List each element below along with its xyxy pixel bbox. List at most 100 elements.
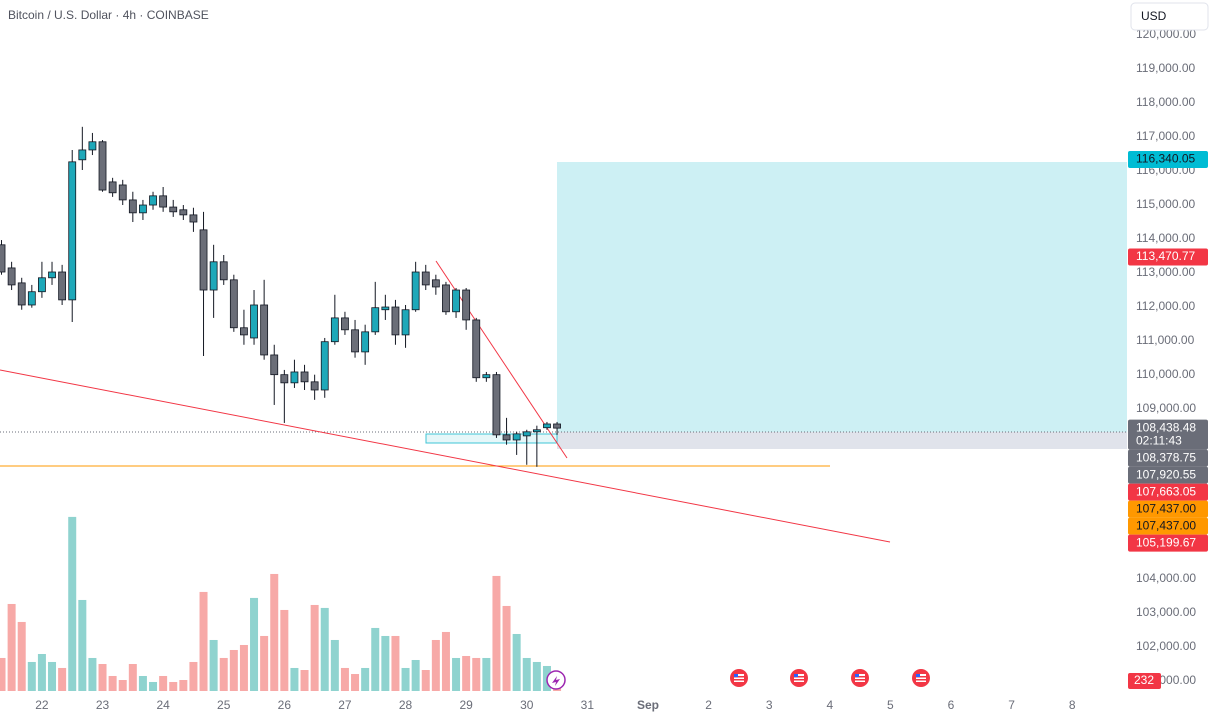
price-label-box (1128, 466, 1208, 484)
x-tick-label: 8 (1069, 698, 1076, 712)
price-label-box (1128, 419, 1208, 450)
candle-body (149, 195, 157, 206)
candle-body (78, 149, 87, 161)
event-icon[interactable] (851, 669, 869, 687)
volume-bar (239, 644, 248, 691)
candle-body (452, 289, 460, 313)
volume-label: 232 (1134, 673, 1154, 687)
volume-bar (320, 607, 329, 691)
price-label: 116,340.05 (1136, 152, 1195, 166)
volume-bar (17, 621, 26, 691)
candle-body (351, 329, 359, 353)
candle-body (532, 429, 541, 433)
candle-body (270, 354, 279, 376)
candle-body (139, 204, 147, 214)
event-icon[interactable] (546, 670, 566, 690)
volume-bar (452, 657, 461, 691)
candle-body (260, 304, 269, 356)
volume-bar (250, 597, 259, 691)
volume-bar (149, 681, 158, 691)
volume-bar (492, 575, 501, 691)
candle-body (381, 306, 390, 311)
candle-body (128, 199, 137, 214)
volume-bar (98, 664, 107, 691)
volume-bar (27, 661, 36, 691)
event-icon[interactable] (912, 669, 930, 687)
x-tick-label: 25 (217, 698, 231, 712)
volume-bar (229, 649, 238, 691)
volume-bar (441, 631, 450, 691)
volume-bar (58, 667, 67, 691)
volume-bar (159, 675, 168, 691)
candle-body (411, 271, 420, 311)
volume-label-box (1128, 672, 1161, 689)
price-label-box (1128, 449, 1208, 467)
candle-body (391, 306, 400, 336)
y-tick-label: 117,000.00 (1136, 129, 1195, 143)
candle-body (108, 181, 117, 194)
candle-body (7, 267, 16, 286)
candle-body (169, 206, 178, 213)
candle-body (361, 331, 370, 353)
y-tick-label: 120,000.00 (1136, 27, 1196, 41)
candle-body (512, 433, 521, 441)
price-label: 113,470.77 (1136, 249, 1195, 263)
volume-bar (330, 639, 339, 691)
candle-body (421, 271, 430, 286)
event-icon[interactable] (790, 669, 808, 687)
candle-body (0, 244, 6, 273)
x-tick-label: 6 (948, 698, 955, 712)
volume-bar (219, 657, 228, 691)
volume-bar (300, 669, 309, 691)
volume-bar (0, 657, 6, 691)
price-label: 105,199.67 (1136, 535, 1196, 549)
volume-bar (462, 655, 471, 691)
x-tick-label: 5 (887, 698, 894, 712)
candle-body (159, 195, 168, 208)
candle-body (250, 304, 258, 339)
y-tick-label: 112,000.00 (1136, 299, 1195, 313)
event-icon[interactable] (730, 669, 748, 687)
volume-bar (421, 669, 430, 691)
y-tick-label: 113,000.00 (1136, 265, 1195, 279)
candle-body (209, 261, 218, 291)
marks (0, 126, 562, 691)
x-tick-label: 26 (278, 698, 292, 712)
candle-body (482, 374, 491, 379)
y-tick-label: 103,000.00 (1136, 605, 1196, 619)
candle-body (27, 291, 36, 306)
price-label: 107,437.00 (1136, 501, 1196, 515)
currency-button[interactable]: USD (1130, 2, 1209, 31)
x-tick-label: 27 (338, 698, 352, 712)
y-tick-label: 111,000.00 (1136, 333, 1195, 347)
candle-body (371, 307, 380, 333)
volume-bar (310, 604, 319, 691)
trend-line (0, 369, 891, 543)
candle-body (543, 423, 551, 429)
countdown-label: 02:11:43 (1136, 433, 1182, 447)
volume-bar (179, 680, 188, 691)
volume-bar (482, 657, 491, 691)
volume-bar (88, 657, 97, 691)
volume-bar (522, 657, 531, 691)
volume-bar (108, 675, 117, 691)
candle-body (118, 184, 127, 201)
volume-bar (532, 661, 541, 691)
candle-body (300, 371, 309, 383)
candle-body (320, 341, 329, 391)
y-tick-label: 109,000.00 (1136, 401, 1196, 415)
x-tick-label: 22 (35, 698, 49, 712)
x-tick-label: 4 (826, 698, 833, 712)
x-tick-label: 2 (705, 698, 712, 712)
candle-body (179, 209, 188, 216)
currency-label[interactable]: USD (1141, 9, 1167, 23)
candle-body (310, 381, 319, 391)
x-tick-label: 28 (399, 698, 413, 712)
candle-body (229, 279, 238, 329)
volume-bar (472, 657, 481, 691)
y-tick-label: 115,000.00 (1136, 197, 1195, 211)
volume-bar (118, 680, 127, 691)
candle-body (98, 141, 107, 191)
x-tick-label: 7 (1008, 698, 1015, 712)
